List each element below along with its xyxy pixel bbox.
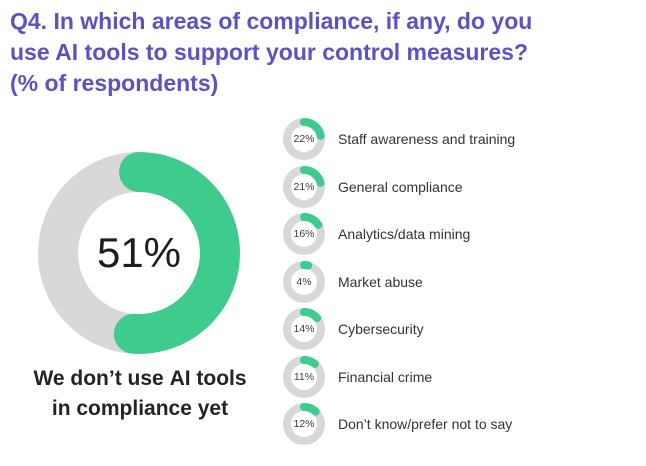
category-percent-label: 16% — [293, 228, 315, 240]
main-donut-caption: We don’t use AI tools in compliance yet — [0, 364, 280, 424]
main-caption-line-1: We don’t use AI tools — [0, 364, 280, 394]
category-percent-label: 22% — [293, 133, 315, 145]
category-list: 22% Staff awareness and training 21% Gen… — [283, 118, 515, 445]
category-label: Staff awareness and training — [338, 131, 516, 147]
title-line-2: use AI tools to support your control mea… — [10, 39, 528, 65]
category-donut-svg — [283, 403, 325, 445]
category-percent-label: 12% — [293, 418, 315, 430]
category-donut-chart: 22% — [283, 118, 325, 160]
main-caption-line-2: in compliance yet — [51, 397, 229, 420]
category-percent-label: 14% — [293, 323, 315, 335]
main-donut-svg — [38, 152, 240, 354]
category-donut-arc — [283, 355, 325, 398]
category-row: 22% Staff awareness and training — [283, 118, 515, 160]
title-line-3: (% of respondents) — [10, 70, 219, 96]
category-label: Market abuse — [338, 273, 423, 290]
category-donut-arc — [283, 118, 325, 160]
category-donut-chart: 4% — [283, 260, 325, 303]
category-donut-svg — [283, 260, 325, 303]
category-row: 16% Analytics/data mining — [283, 213, 515, 255]
category-donut-chart: 14% — [283, 308, 325, 350]
category-row: 11% Financial crime — [283, 355, 515, 398]
page-title: Q4. In which areas of compliance, if any… — [10, 6, 620, 99]
category-donut-arc — [283, 308, 325, 350]
category-donut-chart: 11% — [283, 355, 325, 398]
category-percent-label: 11% — [293, 370, 315, 383]
category-donut-chart: 16% — [283, 213, 325, 255]
category-row: 21% General compliance — [283, 165, 515, 208]
category-donut-arc — [283, 165, 325, 208]
category-donut-svg — [283, 308, 325, 350]
caption-text-pre: We don’t use — [33, 367, 170, 390]
title-line-1: Q4. In which areas of compliance, if any… — [10, 8, 533, 34]
category-label: Don’t know/prefer not to say — [338, 416, 513, 432]
category-row: 14% Cybersecurity — [283, 308, 515, 350]
category-donut-chart: 12% — [283, 403, 325, 445]
category-donut-svg — [283, 355, 325, 398]
caption-text-ai: AI — [169, 367, 191, 390]
main-donut-value: 51% — [96, 229, 182, 276]
main-donut-chart: 51% — [38, 152, 240, 354]
category-row: 12% Don’t know/prefer not to say — [283, 403, 515, 445]
category-label: Financial crime — [338, 368, 433, 385]
category-percent-label: 4% — [296, 275, 312, 288]
category-row: 4% Market abuse — [283, 260, 515, 303]
category-label: Analytics/data mining — [338, 226, 471, 242]
category-label: General compliance — [338, 178, 463, 195]
category-percent-label: 21% — [293, 180, 315, 193]
main-donut-arc — [38, 152, 240, 354]
category-donut-arc — [283, 260, 325, 303]
category-donut-arc — [283, 213, 325, 255]
category-donut-arc — [283, 403, 325, 445]
category-donut-svg — [283, 213, 325, 255]
category-label: Cybersecurity — [338, 321, 424, 337]
category-donut-chart: 21% — [283, 165, 325, 208]
category-donut-svg — [283, 118, 325, 160]
category-donut-svg — [283, 165, 325, 208]
caption-text-post: tools — [190, 367, 247, 390]
